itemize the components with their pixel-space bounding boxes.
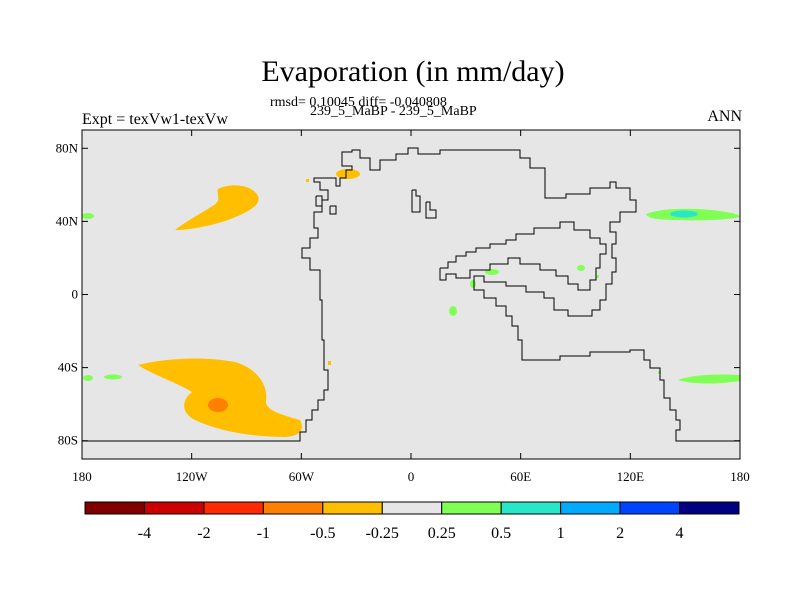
green-contour-south-pacific-small [104,374,122,380]
plot-title: Evaporation (in mm/day) [261,55,565,88]
colorbar-swatch-7 [500,501,562,515]
colorbar: -4 -2 -1 -0.5 -0.25 0.25 0.5 1 2 4 [84,501,740,542]
colorbar-swatch-8 [560,501,621,515]
x-tick-label-3: 0 [408,469,415,484]
colorbar-label-3: -0.5 [310,525,335,542]
colorbar-label-1: -2 [197,525,210,542]
orange-speck-south-atlantic [328,361,331,365]
colorbar-label-4: -0.25 [366,525,399,542]
orange-contour-south-pacific [138,358,302,437]
colorbar-label-2: -1 [257,525,270,542]
colorbar-label-7: 1 [557,525,565,542]
case-label: 239_5_MaBP - 239_5_MaBP [310,104,477,119]
colorbar-label-9: 4 [676,525,684,542]
map-background [82,130,740,459]
x-tick-label-0: 180 [72,469,92,484]
y-tick-label-1: 40N [56,213,79,228]
x-tick-label-4: 60E [510,469,531,484]
orange-contour-north-pacific [175,185,259,230]
coastlines [82,147,740,442]
colorbar-swatch-0 [84,501,145,515]
stats-line: rmsd= 0.10045 diff= -0.040808 [270,95,447,110]
season-label: ANN [707,108,742,125]
green-contour-west-pacific-north [82,213,94,219]
y-tick-label-4: 80S [58,433,78,448]
coastline-africa-loop [439,221,607,291]
y-tick-label-0: 80N [56,140,79,155]
colorbar-swatch-9 [619,501,681,515]
x-tick-label-5: 120E [617,469,645,484]
orange-speck-arctic [306,179,309,182]
colorbar-swatch-2 [203,501,264,515]
colorbar-swatch-10 [679,501,740,515]
colorbar-label-6: 0.5 [491,525,511,542]
green-contour-indian-ocean [577,265,585,271]
orange-contour-north-atlantic [336,169,360,179]
experiment-label: Expt = texVw1-texVw [82,111,228,128]
colorbar-swatch-1 [143,501,205,515]
green-speck-indian-ocean [596,275,599,278]
green-contour-west-pacific-south [83,375,93,381]
colorbar-label-5: 0.25 [428,525,456,542]
colorbar-swatch-3 [262,501,324,515]
colorbar-swatch-6 [441,501,502,515]
green-contour-africa-west [470,280,476,288]
colorbar-label-8: 2 [616,525,624,542]
green-contour-gulf-guinea [449,306,457,316]
dark-orange-contour-south-pacific [208,398,228,412]
contour-regions [82,169,740,437]
y-tick-label-2: 0 [72,287,79,302]
x-axis: 180 120W 60W 0 60E 120E 180 [72,130,750,484]
x-tick-label-6: 180 [730,469,750,484]
coastline-arctic-islands [315,189,437,219]
y-axis: 80N 40N 0 40S 80S [56,140,740,448]
y-tick-label-3: 40S [58,360,78,375]
x-tick-label-1: 120W [176,469,209,484]
x-tick-label-2: 60W [289,469,315,484]
colorbar-label-0: -4 [138,525,151,542]
green-contour-south-pacific-east [678,374,740,384]
colorbar-swatch-5 [381,501,443,515]
coastline-americas [82,147,740,442]
teal-contour-north-pacific-east [670,210,698,218]
colorbar-swatch-4 [322,501,383,515]
